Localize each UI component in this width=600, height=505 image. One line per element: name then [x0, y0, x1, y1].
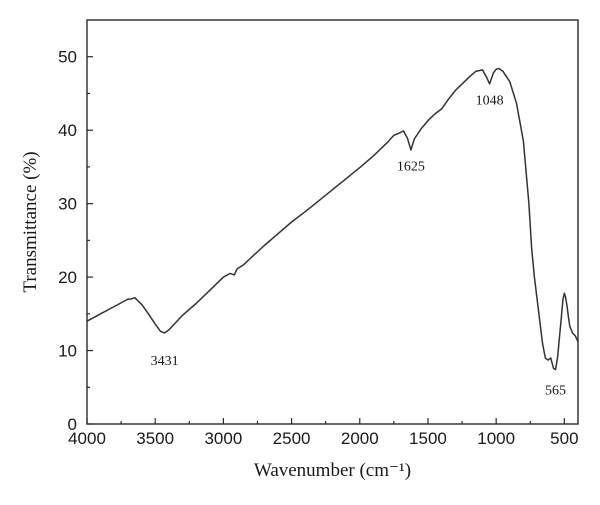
y-tick-label: 0	[68, 415, 77, 434]
plot-frame	[86, 19, 579, 425]
y-tick-label: 50	[58, 48, 77, 67]
x-tick-label: 1000	[477, 429, 515, 448]
y-tick-label: 10	[58, 342, 77, 361]
y-axis-title: Transmittance (%)	[20, 151, 41, 292]
x-tick-label: 2500	[273, 429, 311, 448]
x-tick-label: 1500	[409, 429, 447, 448]
peak-annotation: 3431	[151, 354, 179, 369]
y-tick-label: 30	[58, 195, 77, 214]
tick-layer: 4000 3500 3000 2500 2000 1500 1000 500 0 10 20 30 40…	[58, 48, 578, 448]
x-tick-label: 3500	[136, 429, 174, 448]
y-tick-label: 40	[58, 121, 77, 140]
peak-annotation: 1625	[397, 160, 425, 175]
peak-annotation: 565	[545, 384, 566, 399]
x-tick-label: 3000	[204, 429, 242, 448]
series-line	[86, 67, 579, 371]
x-tick-label: 2000	[341, 429, 379, 448]
x-tick-label: 500	[550, 429, 578, 448]
x-tick-label: 4000	[68, 429, 106, 448]
annotation-layer: 3431 1625 1048 565	[151, 93, 566, 398]
peak-annotation: 1048	[476, 93, 504, 108]
y-tick-label: 20	[58, 268, 77, 287]
x-axis-title: Wavenumber (cm⁻¹)	[254, 460, 411, 481]
